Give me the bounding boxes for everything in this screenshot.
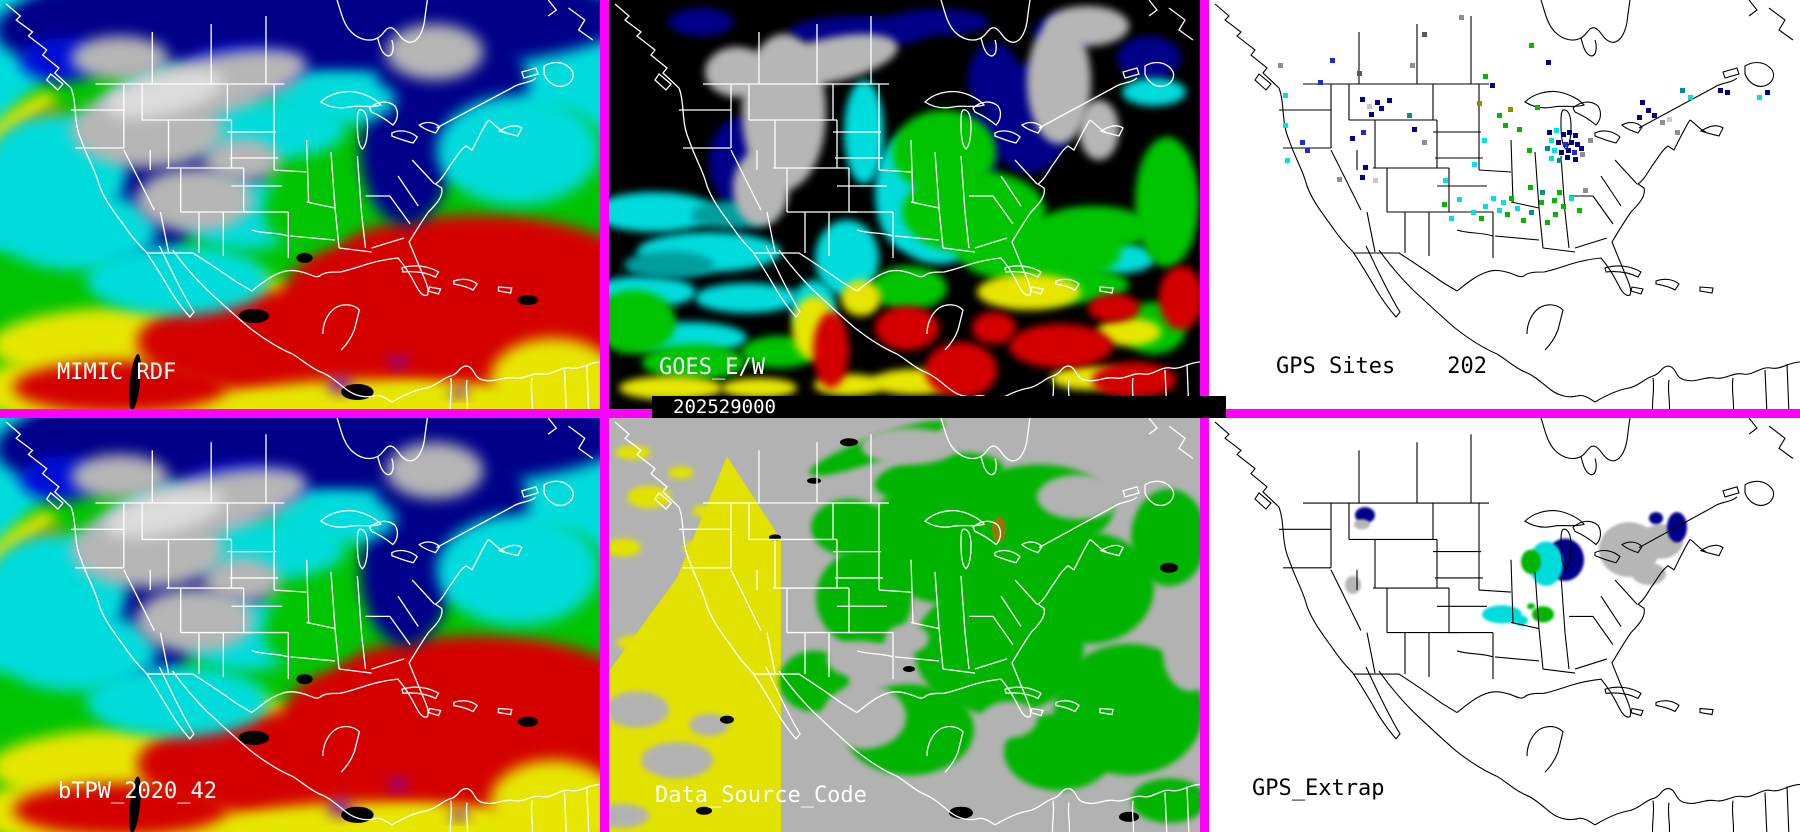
- btpw-field-blobs: [0, 418, 600, 832]
- btpw-graphic: [0, 418, 600, 832]
- data-source-label: Data_Source_Code: [655, 783, 867, 808]
- goes-label: GOES_E/W: [659, 355, 765, 380]
- goes-field-blobs: [609, 6, 1200, 400]
- panel-gps-extrap[interactable]: GPS_Extrap: [1209, 418, 1800, 832]
- data-source-blobs: [609, 420, 1200, 832]
- panel-gps-sites[interactable]: GPS Sites 202: [1209, 0, 1800, 409]
- mimic-label: MIMIC RDF: [57, 360, 177, 385]
- goes-graphic: [609, 0, 1200, 409]
- btpw-label: bTPW_2020_42: [58, 779, 217, 804]
- gps-sites-count: 202: [1447, 354, 1487, 379]
- gps-sites-title: GPS Sites: [1276, 354, 1396, 379]
- mimic-field-blobs: [0, 0, 600, 409]
- gps-sites-label: GPS Sites 202: [1276, 355, 1487, 379]
- panel-goes-ew[interactable]: GOES_E/W: [609, 0, 1200, 409]
- gps-extrap-graphic: [1209, 418, 1800, 832]
- gps-extrap-blobs: [1345, 507, 1687, 626]
- gps-extrap-label: GPS_Extrap: [1252, 776, 1385, 801]
- panel-btpw[interactable]: bTPW_2020_42: [0, 418, 600, 832]
- gps-sites-graphic: [1209, 0, 1800, 409]
- gps-site-markers: [1278, 15, 1770, 225]
- gps-extrap-background: [1209, 418, 1800, 832]
- panel-data-source[interactable]: Data_Source_Code: [609, 418, 1200, 832]
- goes-timestamp-bar: 202529000: [652, 396, 1226, 418]
- mimic-tpw-graphic: [0, 0, 600, 409]
- goes-timestamp: 202529000: [673, 396, 776, 418]
- panel-mimic-tpw[interactable]: MIMIC RDF: [0, 0, 600, 409]
- data-source-graphic: [609, 418, 1200, 832]
